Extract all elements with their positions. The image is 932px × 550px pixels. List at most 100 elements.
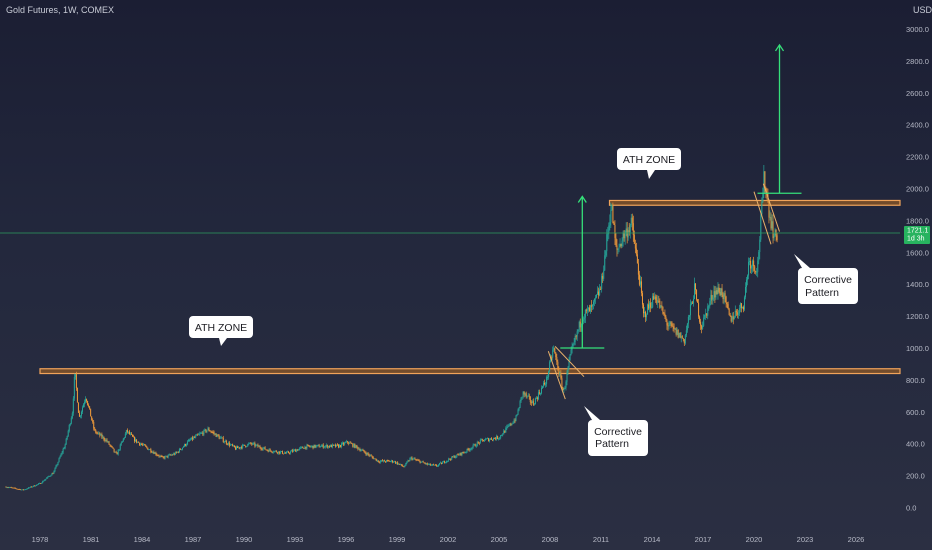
candle-body: [214, 433, 216, 435]
candle-body: [583, 317, 585, 320]
candle-body: [8, 487, 10, 489]
candle: [73, 373, 75, 401]
candle: [736, 308, 738, 319]
candle-body: [324, 446, 326, 447]
candle-body: [654, 296, 656, 300]
candle: [36, 484, 38, 487]
candle: [212, 430, 214, 435]
candle-body: [442, 462, 444, 464]
candle: [191, 437, 193, 440]
candle-body: [162, 456, 164, 458]
candle-body: [370, 455, 372, 457]
candle: [176, 451, 178, 453]
candle: [428, 463, 430, 466]
candle-body: [230, 444, 232, 446]
candle-body: [262, 448, 264, 450]
candle: [585, 308, 587, 314]
y-tick-label: 2000.0: [906, 185, 929, 194]
candle: [439, 462, 440, 466]
candle: [327, 445, 329, 449]
candle-body: [735, 310, 737, 313]
candle: [253, 441, 255, 445]
candle: [723, 291, 725, 305]
candle-body: [72, 398, 74, 414]
candle: [42, 480, 44, 484]
candle-body: [394, 461, 396, 463]
candle: [487, 437, 489, 442]
x-tick-label: 2020: [746, 535, 763, 544]
candle: [228, 441, 230, 448]
candle-body: [204, 429, 206, 431]
candle-body: [525, 393, 527, 397]
candle-body: [318, 445, 320, 448]
candle-body: [641, 293, 643, 305]
candle-body: [432, 464, 434, 466]
candle: [513, 418, 515, 424]
candle: [369, 454, 371, 457]
candle-body: [9, 487, 11, 488]
candle-body: [392, 460, 394, 463]
candle: [248, 442, 250, 446]
candle-body: [524, 393, 526, 395]
candle-body: [447, 460, 449, 462]
candle: [237, 445, 239, 448]
candle: [676, 327, 678, 336]
candle: [599, 284, 601, 297]
candle-body: [426, 463, 428, 465]
candle-body: [361, 449, 363, 451]
candle-body: [613, 223, 615, 226]
candle-body: [27, 487, 29, 489]
candle: [690, 301, 692, 306]
candle: [289, 452, 291, 455]
candle: [617, 248, 619, 255]
candle-body: [259, 446, 261, 448]
candle: [269, 448, 271, 452]
candle-body: [592, 304, 593, 307]
candle-body: [260, 447, 262, 450]
candle: [576, 329, 578, 342]
candle-body: [330, 444, 332, 448]
candle-body: [243, 444, 245, 446]
candle: [448, 457, 450, 462]
x-tick-label: 1984: [134, 535, 151, 544]
candle: [637, 258, 639, 280]
candle-body: [457, 454, 459, 456]
candle: [695, 282, 697, 295]
candle: [697, 299, 699, 303]
candle-body: [477, 442, 479, 444]
candle: [217, 433, 219, 437]
candle: [130, 431, 132, 436]
candle: [768, 199, 770, 224]
candle-body: [244, 444, 246, 446]
candle-body: [218, 435, 220, 439]
candle-body: [401, 464, 403, 466]
candle-body: [196, 434, 198, 436]
candle-body: [97, 432, 99, 434]
candle: [44, 479, 46, 481]
candle: [590, 299, 592, 312]
candle: [699, 315, 701, 324]
candle-body: [695, 283, 697, 290]
candle: [410, 456, 412, 460]
candle: [35, 485, 37, 487]
candle: [306, 443, 308, 450]
y-tick-label: 1000.0: [906, 344, 929, 353]
candle: [710, 289, 712, 306]
candle-body: [620, 243, 622, 247]
candle: [139, 442, 141, 447]
candle-body: [479, 439, 481, 444]
candle-body: [651, 307, 653, 309]
candle-body: [389, 460, 391, 462]
candle-body: [85, 399, 87, 402]
candle: [389, 460, 391, 462]
candle: [180, 449, 182, 451]
candle-body: [44, 479, 46, 481]
candle-body: [556, 357, 558, 362]
candle-body: [730, 315, 732, 322]
corrective-pattern-1-line1: Corrective: [594, 426, 642, 438]
candle: [88, 403, 90, 408]
candle: [177, 451, 179, 454]
candle-body: [408, 460, 410, 462]
